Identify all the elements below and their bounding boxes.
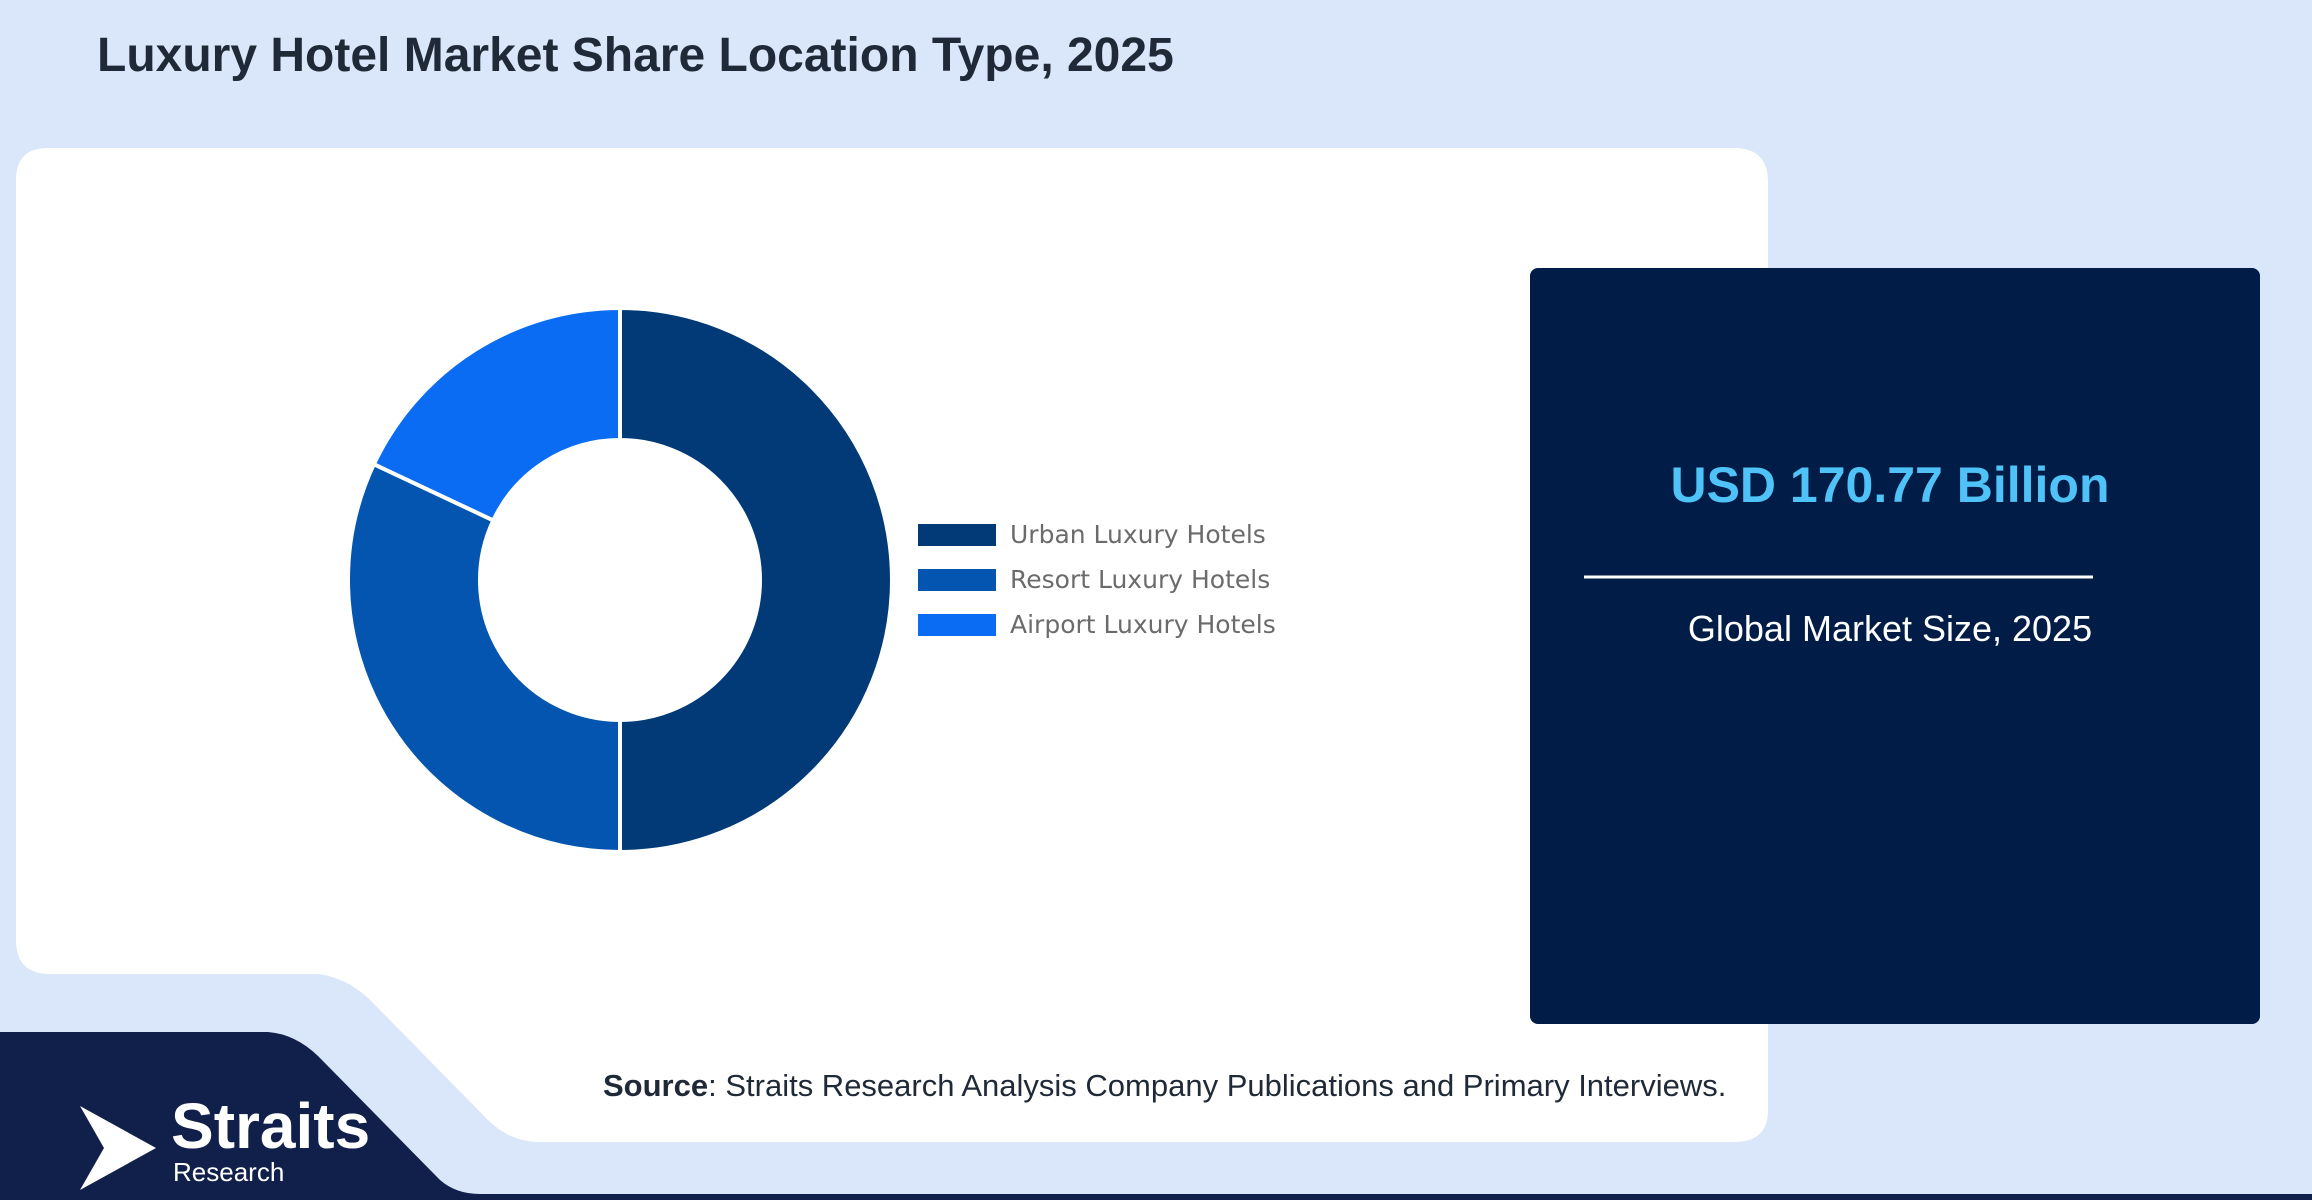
legend-label-airport-luxury-hotels: Airport Luxury Hotels <box>1010 610 1276 639</box>
donut-slice-airport-luxury-hotels <box>371 305 622 524</box>
straits-research-logo: Straits Research <box>78 1094 398 1194</box>
chart-legend: Urban Luxury Hotels Resort Luxury Hotels A… <box>918 520 1276 639</box>
source-label: Source <box>603 1068 709 1103</box>
market-size-caption: Global Market Size, 2025 <box>1687 608 2093 649</box>
footer-band <box>0 1032 2312 1200</box>
legend-label-urban-luxury-hotels: Urban Luxury Hotels <box>1010 520 1266 549</box>
logo-wordmark: Straits <box>171 1090 371 1162</box>
legend-swatch-airport-luxury-hotels <box>918 614 996 636</box>
donut-slice-resort-luxury-hotels <box>346 461 622 855</box>
legend-swatch-resort-luxury-hotels <box>918 569 996 591</box>
page-title: Luxury Hotel Market Share Location Type,… <box>97 29 1174 82</box>
legend-swatch-urban-luxury-hotels <box>918 524 996 546</box>
donut-chart <box>346 305 894 855</box>
straits-logo-mark <box>80 1106 156 1190</box>
footer-strip <box>400 1194 2312 1200</box>
logo-subtitle: Research <box>173 1157 285 1187</box>
market-size-value: USD 170.77 Billion <box>1670 457 2110 513</box>
source-note: Source: Straits Research Analysis Compan… <box>603 1068 1726 1104</box>
source-text: : Straits Research Analysis Company Publ… <box>708 1068 1727 1103</box>
donut-slice-urban-luxury-hotels <box>618 305 894 855</box>
stat-panel <box>1530 268 2260 1024</box>
legend-label-resort-luxury-hotels: Resort Luxury Hotels <box>1010 565 1270 594</box>
